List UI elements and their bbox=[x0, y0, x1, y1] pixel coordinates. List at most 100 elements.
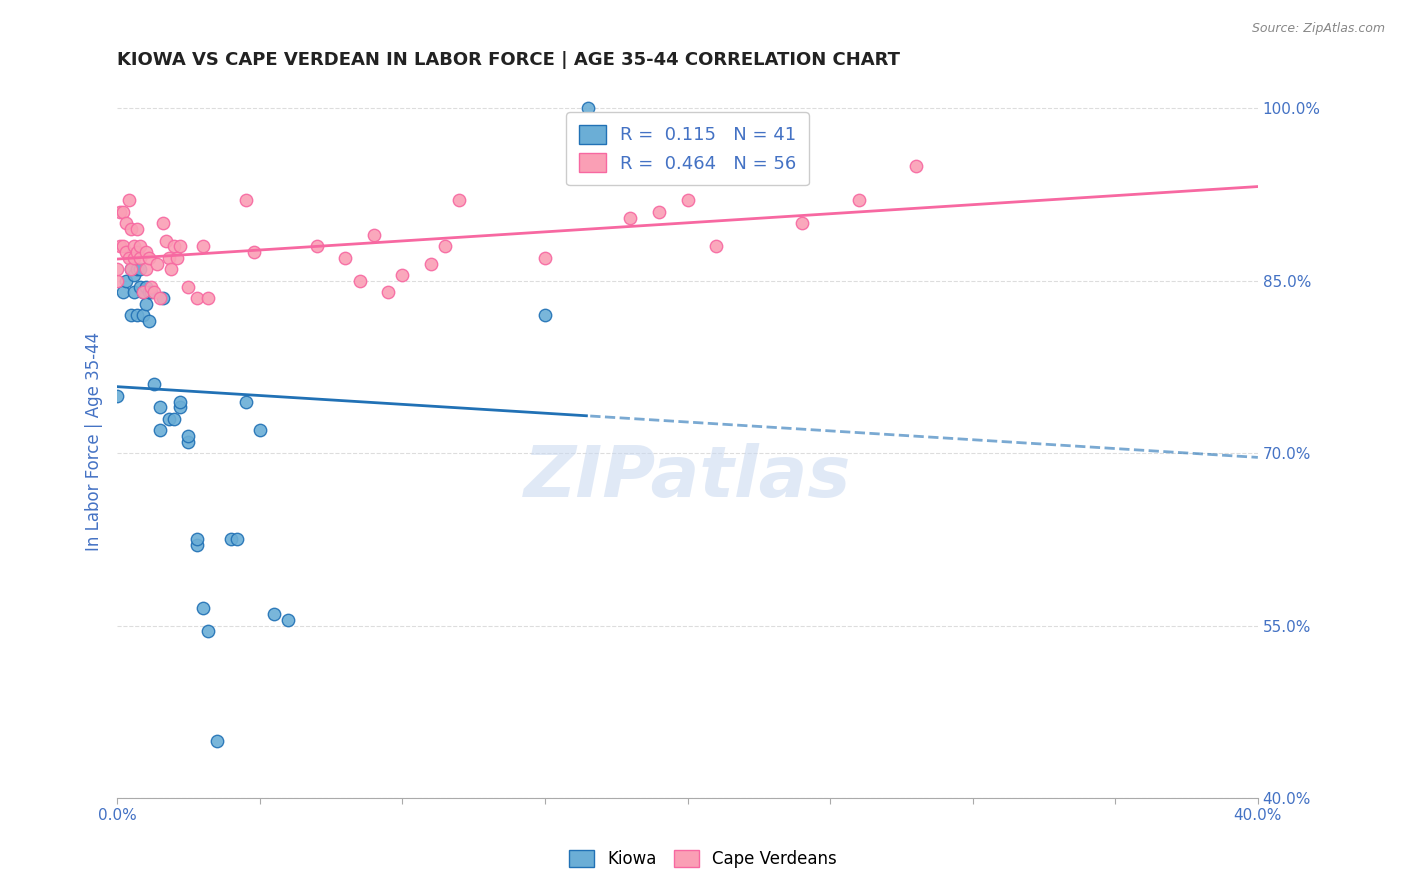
Point bbox=[143, 285, 166, 300]
Point bbox=[226, 533, 249, 547]
Text: KIOWA VS CAPE VERDEAN IN LABOR FORCE | AGE 35-44 CORRELATION CHART: KIOWA VS CAPE VERDEAN IN LABOR FORCE | A… bbox=[117, 51, 900, 69]
Point bbox=[135, 262, 157, 277]
Point bbox=[534, 251, 557, 265]
Point bbox=[169, 401, 191, 415]
Point bbox=[120, 262, 142, 277]
Point bbox=[197, 291, 219, 305]
Point bbox=[111, 205, 134, 219]
Point bbox=[243, 245, 266, 260]
Point bbox=[848, 194, 870, 208]
Point bbox=[277, 613, 299, 627]
Point bbox=[186, 291, 208, 305]
Point bbox=[149, 401, 172, 415]
Point bbox=[619, 211, 641, 225]
Point bbox=[114, 274, 136, 288]
Point bbox=[132, 285, 155, 300]
Point bbox=[169, 394, 191, 409]
Legend: Kiowa, Cape Verdeans: Kiowa, Cape Verdeans bbox=[562, 843, 844, 875]
Point bbox=[904, 159, 927, 173]
Point bbox=[120, 309, 142, 323]
Point bbox=[135, 279, 157, 293]
Point bbox=[141, 279, 163, 293]
Point bbox=[576, 102, 599, 116]
Point bbox=[146, 257, 169, 271]
Point bbox=[108, 239, 131, 253]
Point bbox=[157, 412, 180, 426]
Point bbox=[138, 314, 160, 328]
Point bbox=[127, 245, 149, 260]
Point bbox=[129, 279, 152, 293]
Point bbox=[163, 412, 186, 426]
Point bbox=[120, 222, 142, 236]
Point bbox=[124, 251, 146, 265]
Point bbox=[117, 194, 139, 208]
Point bbox=[138, 251, 160, 265]
Point bbox=[191, 601, 214, 615]
Point bbox=[191, 239, 214, 253]
Point bbox=[152, 216, 174, 230]
Point bbox=[117, 251, 139, 265]
Point bbox=[127, 262, 149, 277]
Point bbox=[129, 251, 152, 265]
Point bbox=[105, 262, 128, 277]
Point bbox=[534, 309, 557, 323]
Point bbox=[790, 216, 813, 230]
Point bbox=[163, 239, 186, 253]
Point bbox=[111, 239, 134, 253]
Point bbox=[143, 377, 166, 392]
Point bbox=[434, 239, 457, 253]
Point bbox=[219, 533, 242, 547]
Point bbox=[127, 222, 149, 236]
Point bbox=[135, 245, 157, 260]
Point bbox=[197, 624, 219, 639]
Point bbox=[349, 274, 371, 288]
Point bbox=[363, 227, 385, 242]
Text: Source: ZipAtlas.com: Source: ZipAtlas.com bbox=[1251, 22, 1385, 36]
Point bbox=[186, 533, 208, 547]
Point bbox=[105, 274, 128, 288]
Point bbox=[120, 262, 142, 277]
Point bbox=[155, 234, 177, 248]
Point bbox=[166, 251, 188, 265]
Point bbox=[648, 205, 671, 219]
Point bbox=[335, 251, 357, 265]
Point bbox=[114, 245, 136, 260]
Point bbox=[124, 268, 146, 282]
Point bbox=[124, 285, 146, 300]
Point bbox=[160, 262, 183, 277]
Point bbox=[305, 239, 328, 253]
Point bbox=[419, 257, 441, 271]
Point bbox=[263, 607, 285, 622]
Point bbox=[704, 239, 727, 253]
Point bbox=[152, 291, 174, 305]
Point bbox=[111, 285, 134, 300]
Point bbox=[149, 423, 172, 437]
Point bbox=[676, 194, 699, 208]
Point bbox=[132, 309, 155, 323]
Point bbox=[114, 216, 136, 230]
Point bbox=[205, 733, 228, 747]
Text: ZIPatlas: ZIPatlas bbox=[524, 443, 851, 512]
Y-axis label: In Labor Force | Age 35-44: In Labor Force | Age 35-44 bbox=[86, 332, 103, 551]
Point bbox=[149, 291, 172, 305]
Point bbox=[377, 285, 399, 300]
Point bbox=[129, 262, 152, 277]
Point bbox=[105, 389, 128, 403]
Point bbox=[157, 251, 180, 265]
Point bbox=[108, 205, 131, 219]
Point bbox=[129, 239, 152, 253]
Point bbox=[177, 434, 200, 449]
Point bbox=[135, 297, 157, 311]
Point bbox=[169, 239, 191, 253]
Point bbox=[235, 194, 257, 208]
Point bbox=[186, 538, 208, 552]
Point bbox=[177, 279, 200, 293]
Point bbox=[449, 194, 471, 208]
Point bbox=[249, 423, 271, 437]
Point bbox=[132, 285, 155, 300]
Point bbox=[138, 285, 160, 300]
Point bbox=[124, 239, 146, 253]
Point bbox=[127, 309, 149, 323]
Point bbox=[141, 285, 163, 300]
Point bbox=[391, 268, 413, 282]
